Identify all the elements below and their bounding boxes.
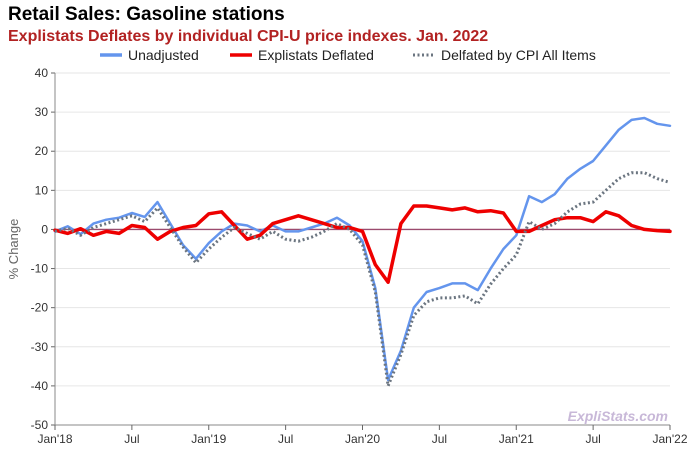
- series-line-1: [53, 116, 672, 382]
- chart-title: Retail Sales: Gasoline stations: [8, 4, 285, 25]
- x-tick-label: Jan'19: [191, 432, 226, 446]
- y-axis-label: % Change: [6, 219, 21, 280]
- chart-subtitle: Explistats Deflates by individual CPI-U …: [8, 28, 488, 45]
- x-tick-label: Jul: [432, 432, 447, 446]
- series-line-2: [53, 204, 672, 284]
- series-lines: [53, 116, 672, 388]
- x-axis: Jan'18 Jul Jan'19 Jul Jan'20 Jul Jan'21 Jul Jan'…: [38, 424, 688, 446]
- x-tick-label: Jan'20: [345, 432, 380, 446]
- x-tick-label: Jul: [585, 432, 600, 446]
- y-tick-label: -40: [31, 379, 49, 393]
- watermark: ExpliStats.com: [568, 408, 668, 424]
- x-tick-label: Jul: [124, 432, 139, 446]
- y-tick-label: -20: [31, 301, 49, 315]
- y-tick-label: 30: [35, 105, 49, 119]
- y-tick-label: 20: [35, 144, 49, 158]
- legend-label: Unadjusted: [128, 47, 199, 63]
- y-tick-label: -30: [31, 340, 49, 354]
- x-tick-label: Jan'18: [38, 432, 73, 446]
- series-line-3: [54, 171, 671, 388]
- legend-label: Delfated by CPI All Items: [441, 47, 596, 63]
- y-tick-label: -10: [31, 262, 49, 276]
- x-tick-label: Jan'21: [499, 432, 534, 446]
- grid-lines: [55, 72, 670, 426]
- y-tick-label: 10: [35, 183, 49, 197]
- y-tick-label: 40: [35, 66, 49, 80]
- legend-label: Explistats Deflated: [258, 47, 374, 63]
- chart-legend: Unadjusted Explistats Deflated Delfated by…: [100, 47, 596, 63]
- y-tick-label: -50: [31, 418, 49, 432]
- x-tick-label: Jul: [278, 432, 293, 446]
- x-tick-label: Jan'22: [653, 432, 688, 446]
- y-axis: 40 30 20 10 0 -10 -20 -30 -40 -50: [31, 66, 56, 432]
- y-tick-label: 0: [41, 222, 48, 236]
